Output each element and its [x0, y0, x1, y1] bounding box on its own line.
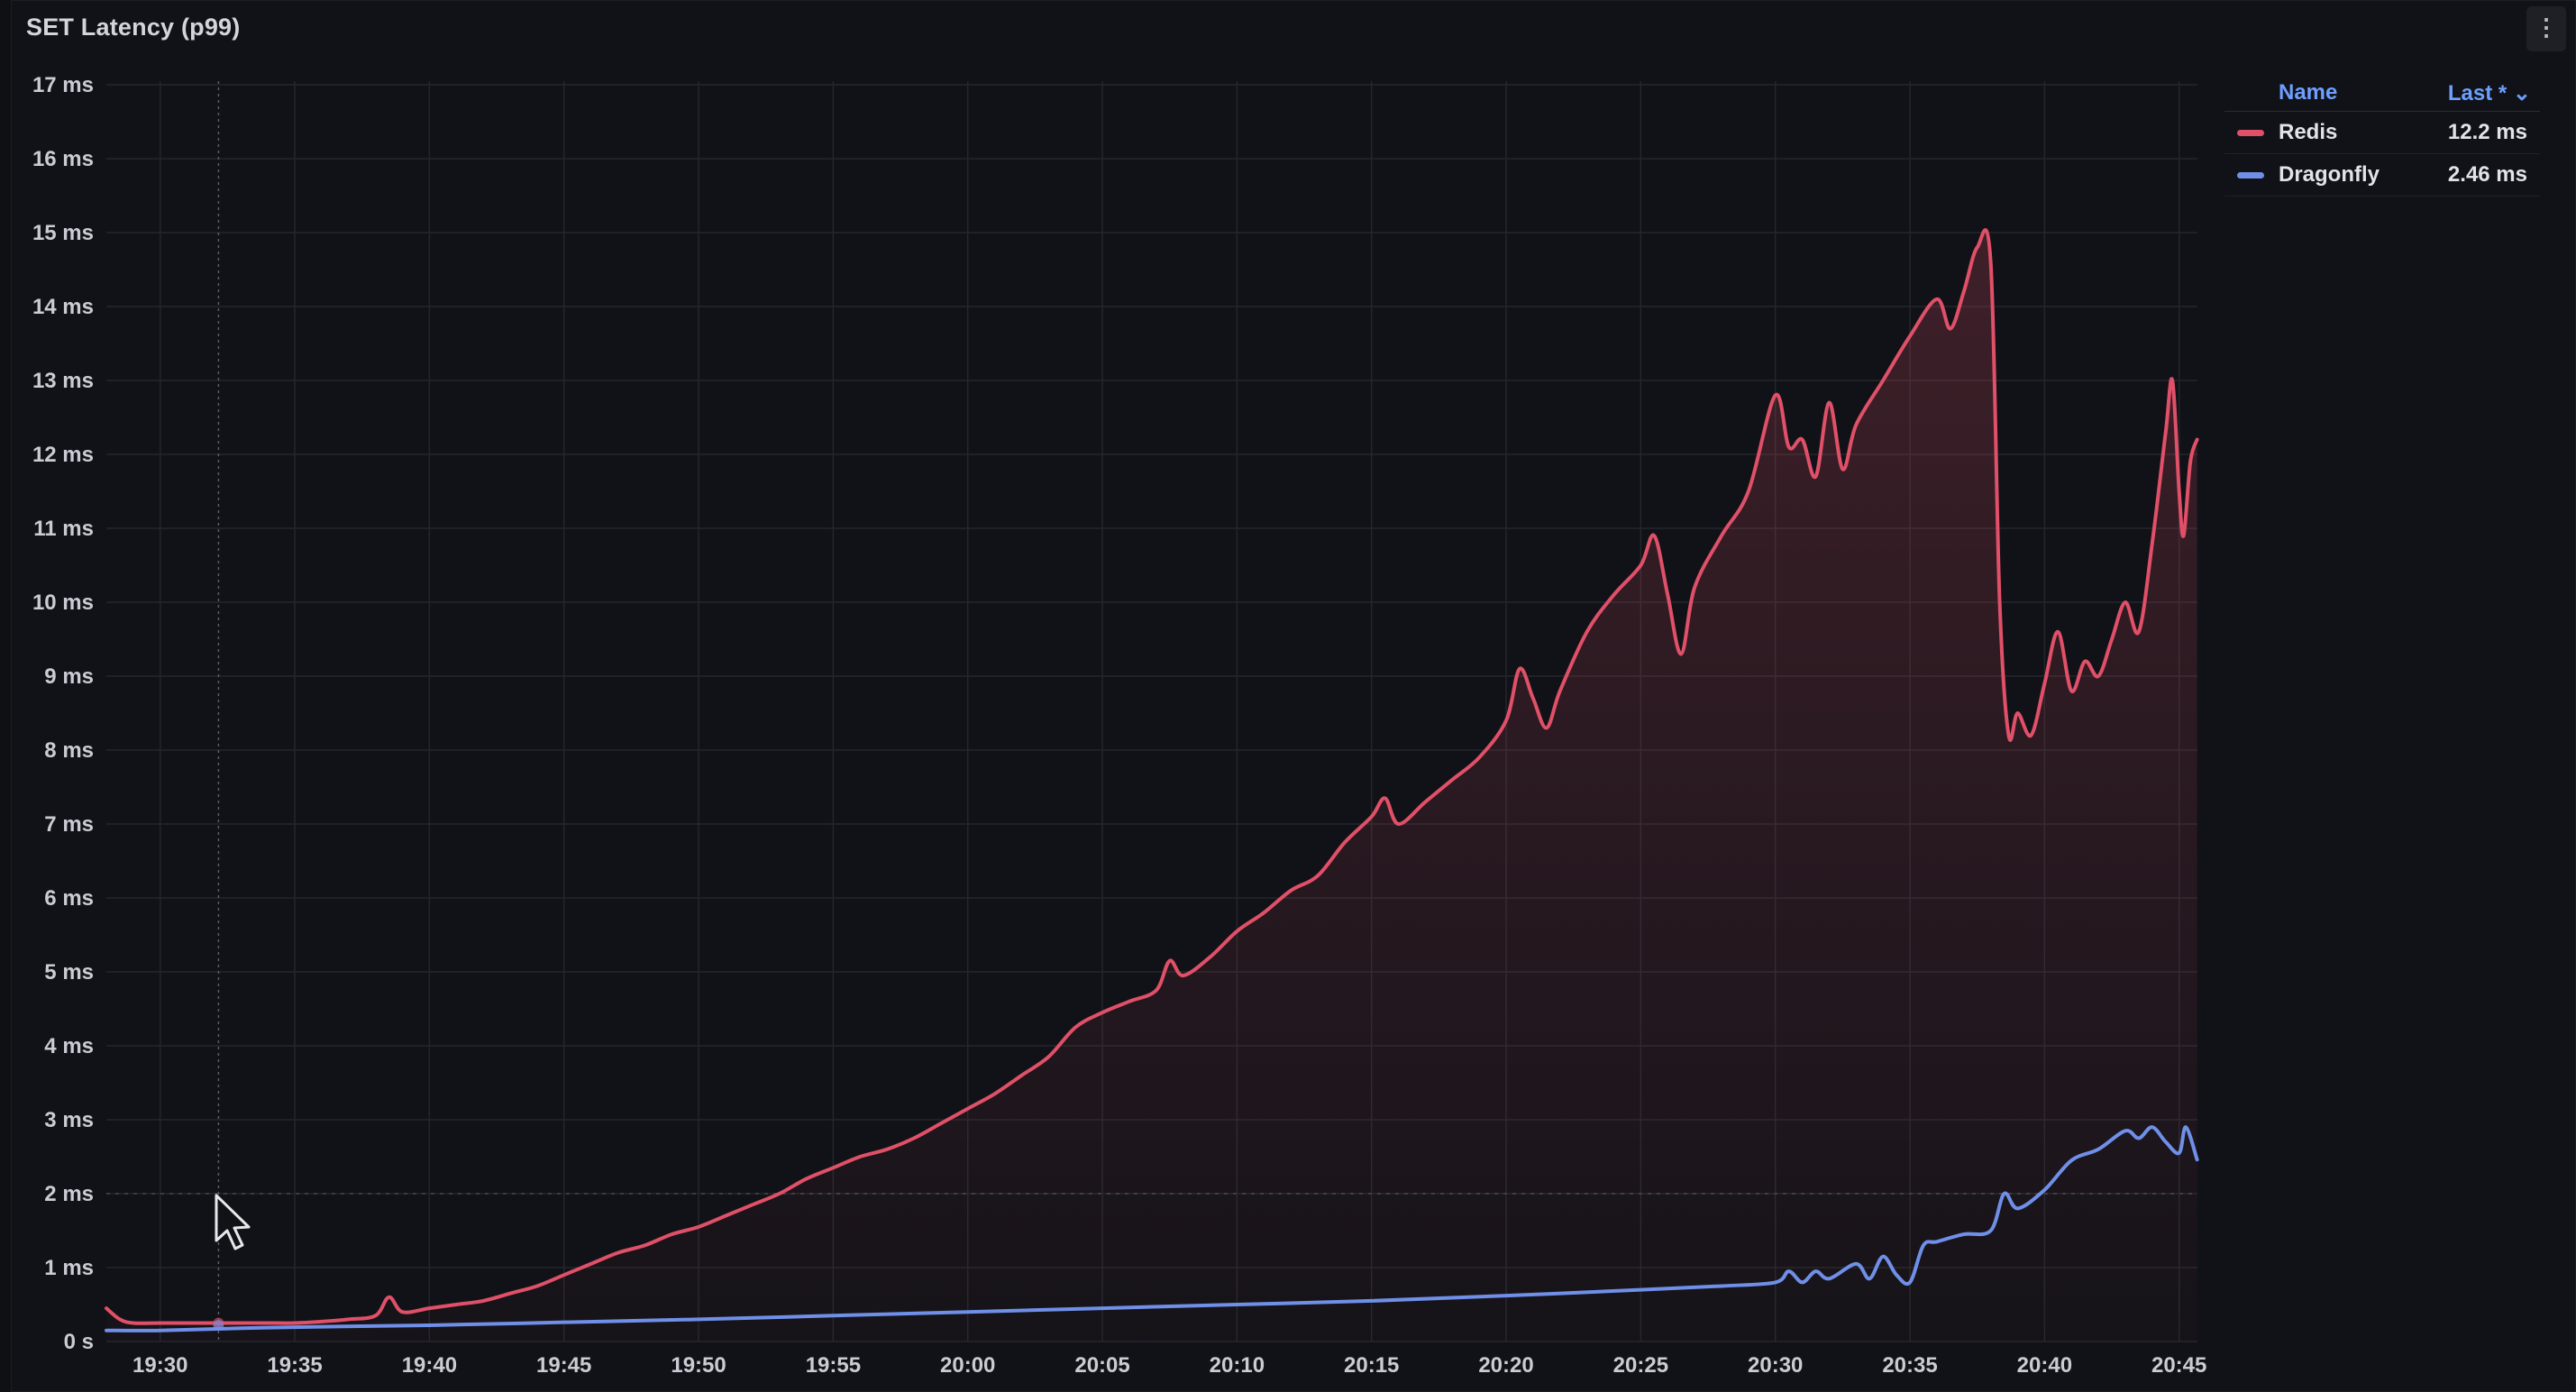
x-tick-label: 20:05 [1074, 1353, 1129, 1378]
legend: Name Last * ⌄ Redis 12.2 ms Dragonfly 2.… [2224, 75, 2540, 197]
legend-last-header[interactable]: Last * ⌄ [2447, 80, 2531, 105]
y-tick-label: 12 ms [32, 443, 94, 467]
x-tick-label: 20:40 [2017, 1353, 2072, 1378]
y-tick-label: 2 ms [44, 1182, 94, 1206]
y-tick-label: 9 ms [44, 664, 94, 689]
y-tick-label: 17 ms [32, 73, 94, 97]
y-tick-label: 10 ms [32, 591, 94, 615]
y-tick-label: 15 ms [32, 221, 94, 245]
x-tick-label: 19:30 [132, 1353, 187, 1378]
legend-item-value: 2.46 ms [2447, 162, 2527, 187]
x-tick-label: 19:50 [671, 1353, 726, 1378]
x-tick-label: 20:35 [1882, 1353, 1937, 1378]
y-tick-label: 3 ms [44, 1108, 94, 1132]
y-tick-label: 6 ms [44, 886, 94, 911]
y-tick-label: 13 ms [32, 369, 94, 393]
y-tick-label: 14 ms [32, 295, 94, 319]
y-tick-label: 11 ms [33, 517, 94, 541]
panel-menu-button[interactable]: ⋮ [2526, 6, 2566, 51]
panel-title: SET Latency (p99) [26, 14, 241, 41]
y-tick-label: 5 ms [44, 960, 94, 984]
x-tick-label: 19:55 [806, 1353, 861, 1378]
x-tick-label: 19:35 [267, 1353, 322, 1378]
legend-item-label: Redis [2279, 120, 2338, 144]
x-tick-label: 20:25 [1613, 1353, 1668, 1378]
series-line-dragonfly [105, 1125, 2199, 1332]
legend-item-value: 12.2 ms [2447, 120, 2527, 144]
series-area-redis [106, 230, 2197, 1342]
hover-point-dragonfly [213, 1319, 224, 1331]
x-tick-label: 20:45 [2151, 1353, 2206, 1378]
x-tick-label: 19:45 [536, 1353, 591, 1378]
legend-swatch [2237, 129, 2264, 136]
legend-header: Name Last * ⌄ [2224, 75, 2540, 112]
more-vertical-icon: ⋮ [2535, 14, 2558, 41]
y-tick-label: 16 ms [32, 147, 94, 171]
y-tick-label: 1 ms [44, 1256, 94, 1280]
y-tick-label: 7 ms [44, 812, 94, 837]
x-tick-label: 20:15 [1344, 1353, 1399, 1378]
x-tick-label: 20:20 [1478, 1353, 1533, 1378]
x-tick-label: 20:30 [1748, 1353, 1803, 1378]
series-line-redis [105, 228, 2199, 1325]
x-tick-label: 20:00 [940, 1353, 995, 1378]
x-tick-label: 19:40 [402, 1353, 457, 1378]
legend-swatch [2237, 171, 2264, 179]
legend-name-header[interactable]: Name [2279, 80, 2338, 105]
legend-item-label: Dragonfly [2279, 162, 2380, 187]
y-tick-label: 4 ms [44, 1034, 94, 1058]
legend-item-dragonfly[interactable]: Dragonfly 2.46 ms [2224, 154, 2540, 197]
y-tick-label: 0 s [64, 1330, 94, 1354]
x-tick-label: 20:10 [1210, 1353, 1265, 1378]
mouse-pointer-icon [215, 1194, 251, 1250]
legend-item-redis[interactable]: Redis 12.2 ms [2224, 112, 2540, 154]
y-tick-label: 8 ms [44, 738, 94, 763]
